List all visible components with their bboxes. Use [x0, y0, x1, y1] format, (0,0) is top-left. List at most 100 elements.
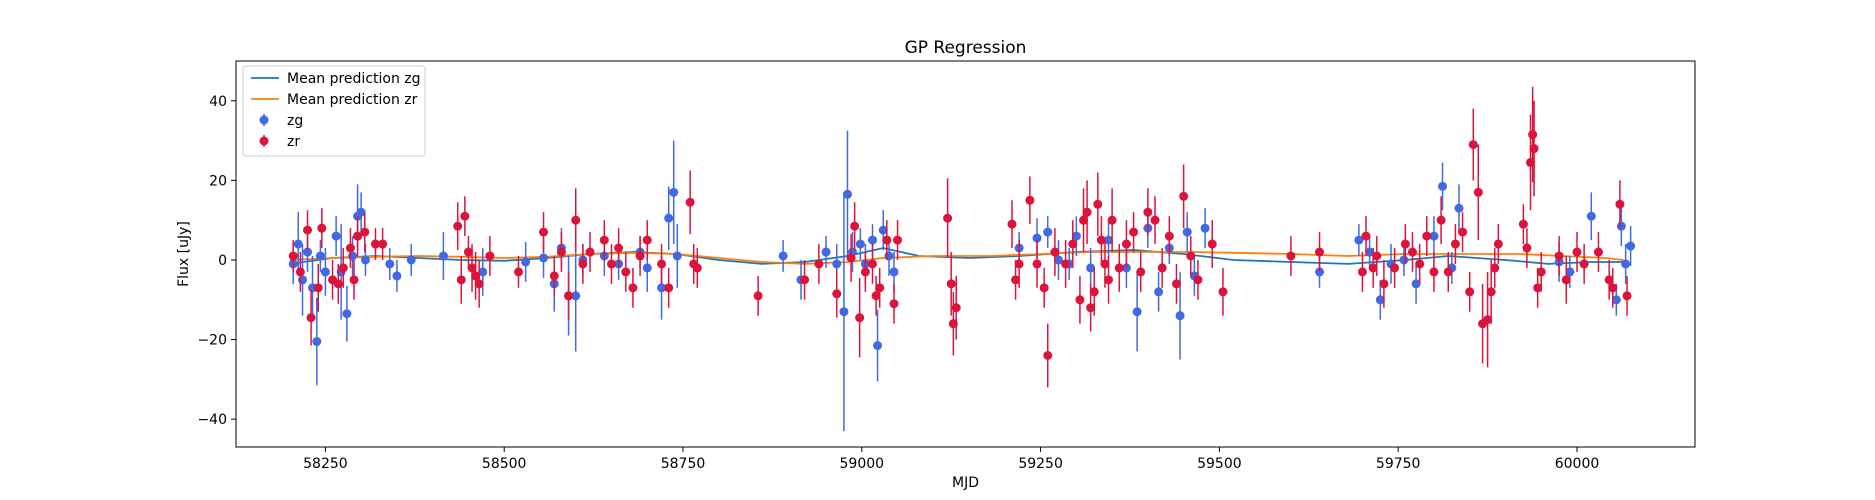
data-point-zr — [514, 267, 524, 277]
data-point-zr — [1043, 350, 1053, 360]
data-point-zr — [642, 235, 652, 245]
x-tick-label: 59750 — [1376, 456, 1421, 472]
data-point-zr — [1622, 291, 1632, 301]
data-point-zr — [1075, 295, 1085, 305]
data-point-zr — [460, 211, 470, 221]
legend-label-zr-points: zr — [287, 134, 300, 150]
data-point-zr — [1315, 247, 1325, 257]
data-point-zr — [875, 283, 885, 293]
data-point-zr — [1061, 259, 1071, 269]
data-point-zg — [1053, 255, 1063, 265]
data-point-zr — [453, 221, 463, 231]
data-point-zr — [1114, 263, 1124, 273]
data-point-zr — [333, 279, 343, 289]
data-point-zr — [1107, 215, 1117, 225]
data-point-zr — [1579, 259, 1589, 269]
data-point-zg — [1032, 233, 1042, 243]
data-point-zr — [564, 291, 574, 301]
data-layer — [288, 86, 1636, 432]
legend-label-zr-line: Mean prediction zr — [287, 92, 418, 108]
data-point-zr — [1143, 207, 1153, 217]
data-point-zr — [317, 223, 327, 233]
data-point-zg — [298, 275, 308, 285]
data-point-zr — [485, 251, 495, 261]
data-point-zg — [889, 267, 899, 277]
data-point-zr — [1368, 263, 1378, 273]
data-point-zr — [1361, 231, 1371, 241]
data-point-zg — [331, 231, 341, 241]
axis-ticks: 58250 58500 58750 59000 59250 59500 59750 60000… — [197, 94, 1599, 472]
data-point-zr — [1379, 279, 1389, 289]
data-point-zr — [571, 215, 581, 225]
data-point-zr — [1186, 251, 1196, 261]
data-point-zg — [1365, 247, 1375, 257]
x-tick-label: 59250 — [1018, 456, 1063, 472]
data-point-zr — [1608, 283, 1618, 293]
data-point-zr — [1150, 215, 1160, 225]
data-point-zr — [1218, 287, 1228, 297]
data-point-zg — [1399, 255, 1409, 265]
data-point-zg — [1411, 279, 1421, 289]
data-point-zr — [846, 253, 856, 263]
data-point-zr — [943, 213, 953, 223]
data-point-zr — [1429, 267, 1439, 277]
data-point-zg — [571, 291, 581, 301]
x-axis-label: MJD — [952, 475, 979, 491]
y-axis-label: Flux [uJy] — [176, 221, 192, 287]
data-point-zg — [1086, 263, 1096, 273]
data-point-zg — [1454, 203, 1464, 213]
data-point-zr — [578, 259, 588, 269]
data-point-zr — [556, 247, 566, 257]
data-point-zg — [1354, 235, 1364, 245]
data-point-zr — [850, 221, 860, 231]
data-point-zg — [669, 187, 679, 197]
data-point-zg — [539, 253, 549, 263]
data-point-zg — [884, 251, 894, 261]
data-point-zr — [1436, 215, 1446, 225]
data-point-zg — [1175, 311, 1185, 321]
data-point-zr — [1465, 287, 1475, 297]
y-tick-label: −40 — [197, 412, 227, 428]
data-point-zr — [1604, 275, 1614, 285]
data-point-zr — [1357, 267, 1367, 277]
data-point-zg — [1586, 211, 1596, 221]
data-point-zr — [946, 279, 956, 289]
data-point-zg — [672, 251, 682, 261]
data-point-zr — [1096, 235, 1106, 245]
data-point-zr — [951, 303, 961, 313]
data-point-zr — [628, 283, 638, 293]
data-point-zr — [1082, 207, 1092, 217]
data-point-zg — [320, 267, 330, 277]
data-point-zr — [1068, 239, 1078, 249]
data-point-zg — [855, 239, 865, 249]
data-point-zr — [606, 259, 616, 269]
data-point-zg — [438, 251, 448, 261]
data-point-zg — [312, 337, 322, 347]
data-point-zg — [1200, 223, 1210, 233]
data-point-zr — [1443, 267, 1453, 277]
x-tick-label: 60000 — [1555, 456, 1600, 472]
data-point-zr — [1050, 247, 1060, 257]
data-point-zr — [1400, 239, 1410, 249]
data-point-zr — [692, 263, 702, 273]
data-point-zr — [1039, 283, 1049, 293]
data-point-zr — [1032, 259, 1042, 269]
data-point-zr — [868, 259, 878, 269]
data-point-zr — [1390, 263, 1400, 273]
data-point-zr — [467, 263, 477, 273]
data-point-zr — [753, 291, 763, 301]
data-point-zr — [635, 251, 645, 261]
data-point-zr — [1486, 287, 1496, 297]
data-point-zg — [664, 213, 674, 223]
data-point-zr — [1615, 199, 1625, 209]
data-point-zg — [1611, 295, 1621, 305]
data-point-zr — [1157, 263, 1167, 273]
data-point-zg — [342, 309, 352, 319]
data-point-zr — [539, 227, 549, 237]
data-point-zr — [1407, 247, 1417, 257]
data-point-zg — [406, 255, 416, 265]
data-point-zr — [474, 279, 484, 289]
legend-box — [242, 65, 426, 157]
data-point-zg — [1616, 221, 1626, 231]
data-point-zr — [353, 231, 363, 241]
